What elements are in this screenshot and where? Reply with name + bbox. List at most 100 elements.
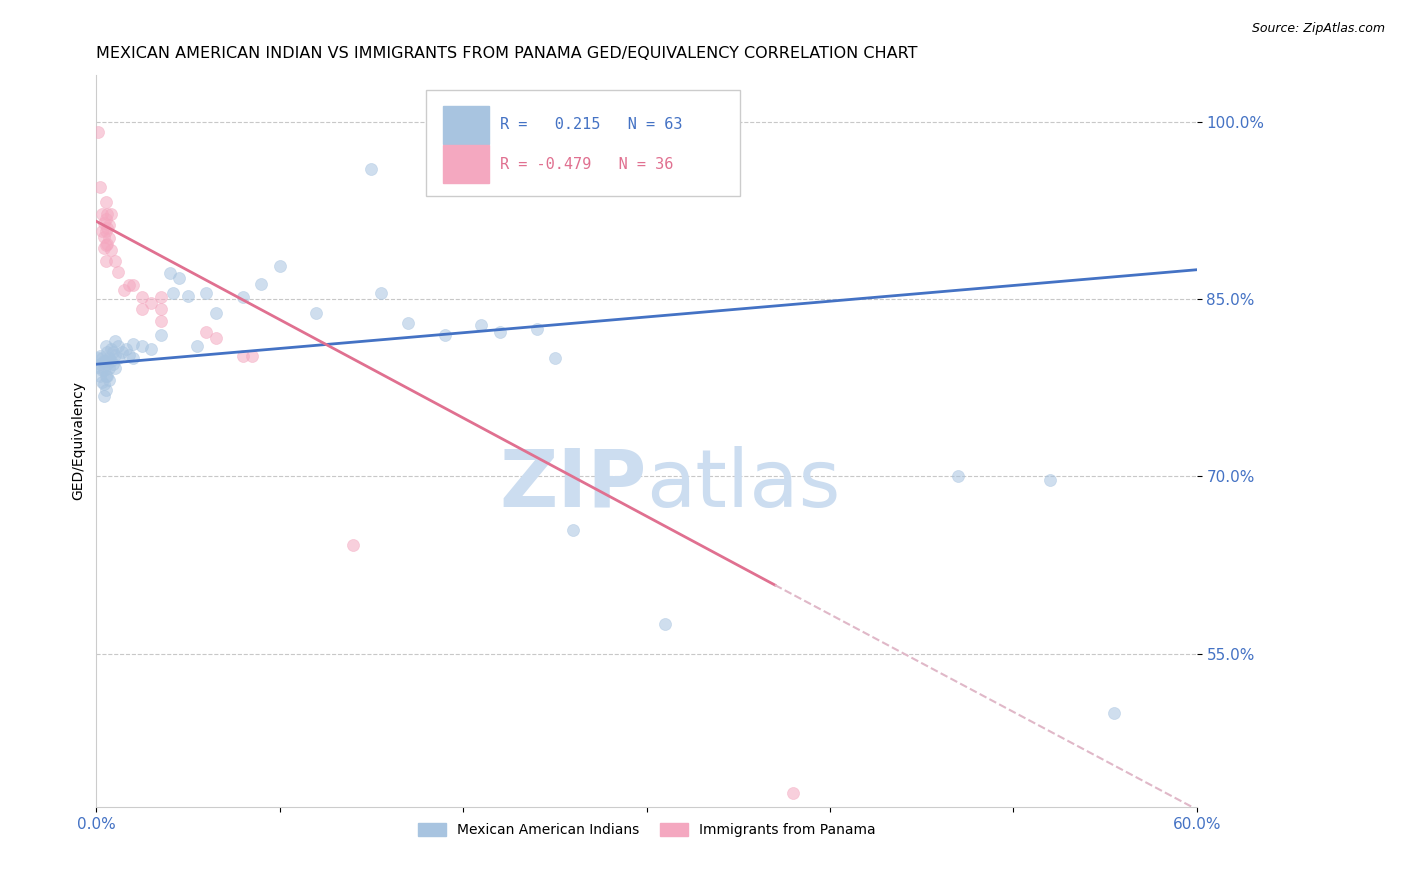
Text: Source: ZipAtlas.com: Source: ZipAtlas.com [1251,22,1385,36]
Point [87,125,110,139]
Point [122,337,145,351]
Text: R = -0.479   N = 36: R = -0.479 N = 36 [501,157,673,172]
Point [94,238,117,252]
Point [98,373,121,387]
Point [90,363,112,377]
Point [93,242,115,256]
Point [232,349,254,363]
Point [141,295,163,310]
Point [195,286,218,301]
Point [93,363,115,377]
Point [87,351,110,366]
Point [141,342,163,356]
Point [149,301,172,316]
Point [470,318,492,333]
Point [107,265,129,279]
Point [96,207,118,221]
Text: R =   0.215   N = 63: R = 0.215 N = 63 [501,118,683,132]
Point [98,218,121,232]
Point [90,224,112,238]
Point [1102,706,1125,720]
Point [122,278,145,293]
Point [94,195,117,210]
FancyBboxPatch shape [443,145,489,184]
Y-axis label: GED/Equivalency: GED/Equivalency [72,382,86,500]
Point [654,617,676,632]
Point [149,313,172,327]
Point [1039,473,1062,487]
Point [195,326,218,340]
Point [104,254,127,268]
Point [269,259,291,273]
Point [90,207,112,221]
Point [96,357,118,371]
Point [100,207,122,221]
Point [98,351,121,366]
Point [370,286,392,301]
Point [100,342,122,356]
Point [562,523,585,537]
Point [782,786,804,800]
Point [107,339,129,353]
Point [94,339,117,353]
Point [488,326,510,340]
Point [101,357,124,371]
Point [89,180,111,194]
Point [122,351,145,366]
Point [162,286,184,301]
Point [87,359,110,374]
Point [96,221,118,235]
Point [104,360,127,375]
Point [96,236,118,251]
Text: MEXICAN AMERICAN INDIAN VS IMMIGRANTS FROM PANAMA GED/EQUIVALENCY CORRELATION CH: MEXICAN AMERICAN INDIAN VS IMMIGRANTS FR… [97,46,918,62]
Point [149,290,172,304]
Text: atlas: atlas [647,446,841,524]
Point [94,369,117,384]
Point [396,316,419,330]
Point [93,377,115,392]
Point [96,345,118,359]
Point [111,345,134,359]
Point [131,290,153,304]
Point [159,266,181,280]
Point [360,162,382,177]
Point [94,211,117,226]
Point [100,353,122,368]
Point [89,357,111,371]
Point [98,231,121,245]
Point [433,327,456,342]
Point [118,278,141,293]
Point [94,254,117,268]
Point [90,351,112,366]
Point [149,327,172,342]
Point [93,215,115,229]
Point [305,306,328,320]
Point [104,334,127,348]
Point [186,339,208,353]
Point [101,345,124,359]
Point [240,349,263,363]
Point [89,369,111,384]
Point [204,331,226,345]
Point [107,351,129,366]
Point [131,301,153,316]
Point [250,277,273,291]
Point [90,375,112,389]
Point [232,290,254,304]
Point [526,322,548,336]
Point [93,353,115,368]
Legend: Mexican American Indians, Immigrants from Panama: Mexican American Indians, Immigrants fro… [411,816,882,844]
Point [94,224,117,238]
Point [544,351,567,366]
FancyBboxPatch shape [443,106,489,144]
Point [112,283,135,297]
Text: ZIP: ZIP [499,446,647,524]
Point [948,469,970,483]
Point [104,348,127,362]
Point [94,383,117,397]
Point [118,348,141,362]
Point [94,353,117,368]
Point [100,243,122,257]
Point [177,289,200,303]
Point [89,349,111,363]
